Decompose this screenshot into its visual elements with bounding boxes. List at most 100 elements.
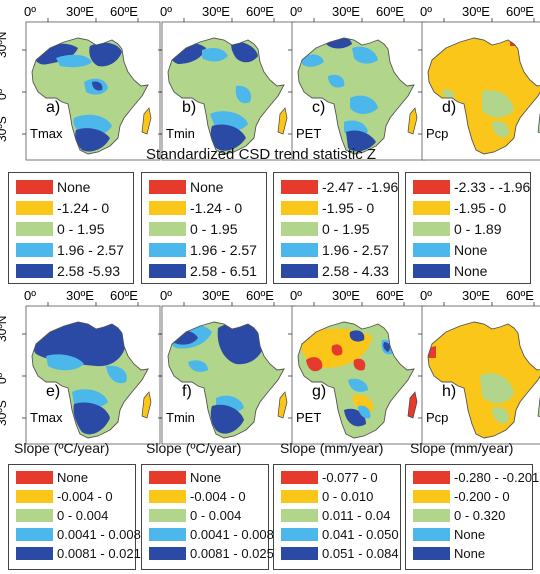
- legend-label: None: [190, 179, 224, 195]
- top-tick-label: 0º: [160, 288, 172, 303]
- left-tick-label: 30ºN: [0, 32, 9, 58]
- legend-swatch: [281, 180, 318, 194]
- legend-swatch: [149, 243, 186, 257]
- legend-item: 0 - 1.95: [142, 219, 266, 239]
- legend-label: None: [57, 179, 91, 195]
- legend-swatch: [16, 222, 53, 236]
- legend-item: 0.0041 - 0.008: [9, 526, 141, 544]
- legend-label: 0 - 1.89: [454, 221, 502, 237]
- slope-label: Slope (mm/year): [410, 440, 514, 456]
- legend-item: 0.051 - 0.084: [274, 545, 400, 563]
- legend-swatch: [149, 509, 186, 522]
- panel-variable: PET: [296, 126, 321, 141]
- legend-swatch: [413, 180, 450, 194]
- legend-item: -1.24 - 0: [9, 198, 133, 218]
- legend-label: -2.33 - -1.96: [454, 179, 531, 195]
- panel-variable: Tmax: [30, 410, 63, 425]
- top-tick-label: 0º: [420, 4, 432, 19]
- map-panel-b: b) Tmin: [158, 18, 300, 161]
- top-tick-label: 60ºE: [506, 4, 534, 19]
- panel-letter: c): [312, 99, 325, 116]
- legend-swatch: [413, 222, 450, 236]
- legend-swatch: [149, 180, 186, 194]
- legend-swatch: [149, 490, 186, 503]
- legend-label: -1.24 - 0: [57, 200, 110, 216]
- legend-item: 2.58 - 4.33: [274, 261, 398, 281]
- legend-label: 1.96 - 2.57: [190, 242, 257, 258]
- legend-item: 0.041 - 0.050: [274, 526, 400, 544]
- legend-label: 0 - 0.004: [57, 508, 109, 523]
- legend-label: None: [190, 470, 222, 485]
- legend-label: 2.58 -5.93: [57, 263, 121, 279]
- legend-swatch: [281, 222, 318, 236]
- legend-item: None: [142, 177, 266, 197]
- legend-box: -2.47 - -1.96 -1.95 - 0 0 - 1.95 1.96 - 2.5…: [273, 172, 399, 284]
- legend-box: None -1.24 - 0 0 - 1.95 1.96 - 2.57 2.58 - 6…: [141, 172, 267, 284]
- legend-swatch: [413, 528, 450, 541]
- legend-item: -0.280 - -0.201: [406, 469, 539, 487]
- legend-item: 0.011 - 0.04: [274, 507, 400, 525]
- legend-box: -2.33 - -1.96 -1.95 - 0 0 - 1.89 None None: [405, 172, 531, 284]
- legend-label: -1.95 - 0: [454, 200, 507, 216]
- legend-item: -0.200 - 0: [406, 488, 532, 506]
- legend-item: 0.0081 - 0.021: [9, 545, 141, 563]
- legend-item: 1.96 - 2.57: [274, 240, 398, 260]
- map-panel-a: a) Tmax: [22, 18, 164, 161]
- legend-item: 0 - 0.004: [142, 507, 268, 525]
- legend-label: 0.0081 - 0.025: [190, 546, 274, 561]
- legend-swatch: [149, 201, 186, 215]
- legend-swatch: [149, 471, 186, 484]
- panel-variable: Pcp: [426, 410, 448, 425]
- legend-label: 0.0081 - 0.021: [57, 546, 141, 561]
- legend-item: 2.58 - 6.51: [142, 261, 266, 281]
- legend-item: 0 - 0.320: [406, 507, 532, 525]
- legend-label: None: [454, 242, 488, 258]
- legend-item: 1.96 - 2.57: [142, 240, 266, 260]
- top-tick-label: 30ºE: [202, 288, 230, 303]
- legend-swatch: [16, 528, 53, 541]
- legend-label: 1.96 - 2.57: [322, 242, 389, 258]
- left-tick-label: 30ºS: [0, 116, 9, 142]
- left-tick-label: 0º: [0, 88, 9, 100]
- legend-label: -1.24 - 0: [190, 200, 243, 216]
- legend-label: -0.004 - 0: [57, 489, 113, 504]
- legend-item: -0.004 - 0: [142, 488, 268, 506]
- panel-letter: f): [182, 383, 192, 400]
- legend-label: -2.47 - -1.96: [322, 179, 399, 195]
- top-tick-label: 0º: [420, 288, 432, 303]
- top-tick-label: 60ºE: [246, 4, 274, 19]
- slope-label: Slope (ºC/year): [14, 440, 110, 456]
- panel-letter: b): [182, 99, 196, 116]
- legend-label: 0.041 - 0.050: [322, 527, 399, 542]
- legend-label: -0.280 - -0.201: [454, 470, 540, 485]
- slope-label: Slope (mm/year): [280, 440, 384, 456]
- legend-label: 0.011 - 0.04: [322, 508, 391, 523]
- legend-swatch: [16, 547, 53, 560]
- legend-label: 0 - 1.95: [190, 221, 238, 237]
- legend-item: None: [142, 469, 268, 487]
- legend-label: -0.200 - 0: [454, 489, 510, 504]
- legend-box: None -0.004 - 0 0 - 0.004 0.0041 - 0.008 0.0…: [141, 464, 274, 570]
- legend-swatch: [16, 509, 53, 522]
- top-tick-label: 60ºE: [110, 288, 138, 303]
- legend-item: 0 - 0.004: [9, 507, 135, 525]
- top-tick-label: 60ºE: [110, 4, 138, 19]
- legend-swatch: [149, 528, 186, 541]
- panel-letter: e): [46, 383, 60, 400]
- legend-swatch: [413, 201, 450, 215]
- legend-item: 2.58 -5.93: [9, 261, 133, 281]
- legend-swatch: [281, 264, 318, 278]
- legend-swatch: [413, 264, 450, 278]
- legend-item: 0 - 1.95: [9, 219, 133, 239]
- legend-label: 0.0041 - 0.008: [190, 527, 274, 542]
- legend-label: 0 - 1.95: [57, 221, 105, 237]
- legend-swatch: [149, 264, 186, 278]
- caption-z-statistic: Standardized CSD trend statistic Z: [146, 146, 377, 163]
- top-tick-label: 0º: [24, 4, 36, 19]
- top-tick-label: 30ºE: [462, 4, 490, 19]
- left-tick-label: 30ºS: [0, 400, 9, 426]
- legend-box: None -1.24 - 0 0 - 1.95 1.96 - 2.57 2.58 -5.…: [8, 172, 134, 284]
- legend-swatch: [149, 547, 186, 560]
- left-tick-label: 30ºN: [0, 316, 9, 342]
